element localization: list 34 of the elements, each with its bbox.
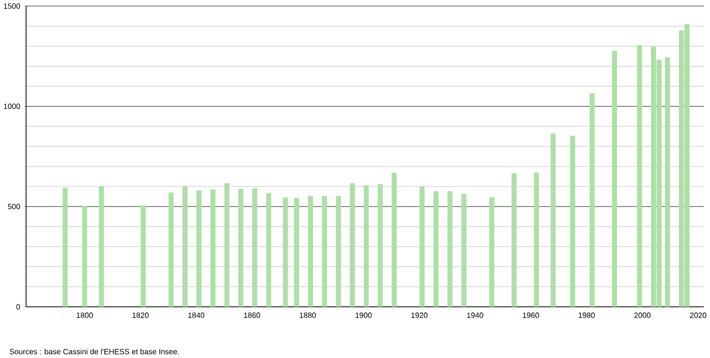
bar [322,196,327,307]
bar [512,173,517,307]
bar [447,191,452,307]
bar [590,93,595,307]
bar [224,183,230,307]
bar [182,186,188,307]
bar [308,196,314,307]
bar [140,206,146,307]
bar [434,191,439,307]
bar [336,196,341,307]
bar [461,194,466,307]
bar [62,188,68,307]
bar [392,173,397,307]
bar [266,193,272,307]
bar [550,134,556,307]
bar [252,188,258,307]
bar [664,57,670,307]
bar [168,192,174,307]
bar [98,186,104,307]
bar [82,206,88,307]
bar [294,198,300,307]
bar [637,45,642,307]
bar [282,197,288,307]
bar [350,183,355,307]
bar [570,136,576,307]
bar [196,190,202,307]
bar [489,197,494,307]
bar [420,186,425,307]
bar [210,190,216,307]
bar [238,189,244,307]
bar [534,172,539,307]
bar [378,184,383,307]
bar [364,185,369,307]
bar [612,50,617,307]
